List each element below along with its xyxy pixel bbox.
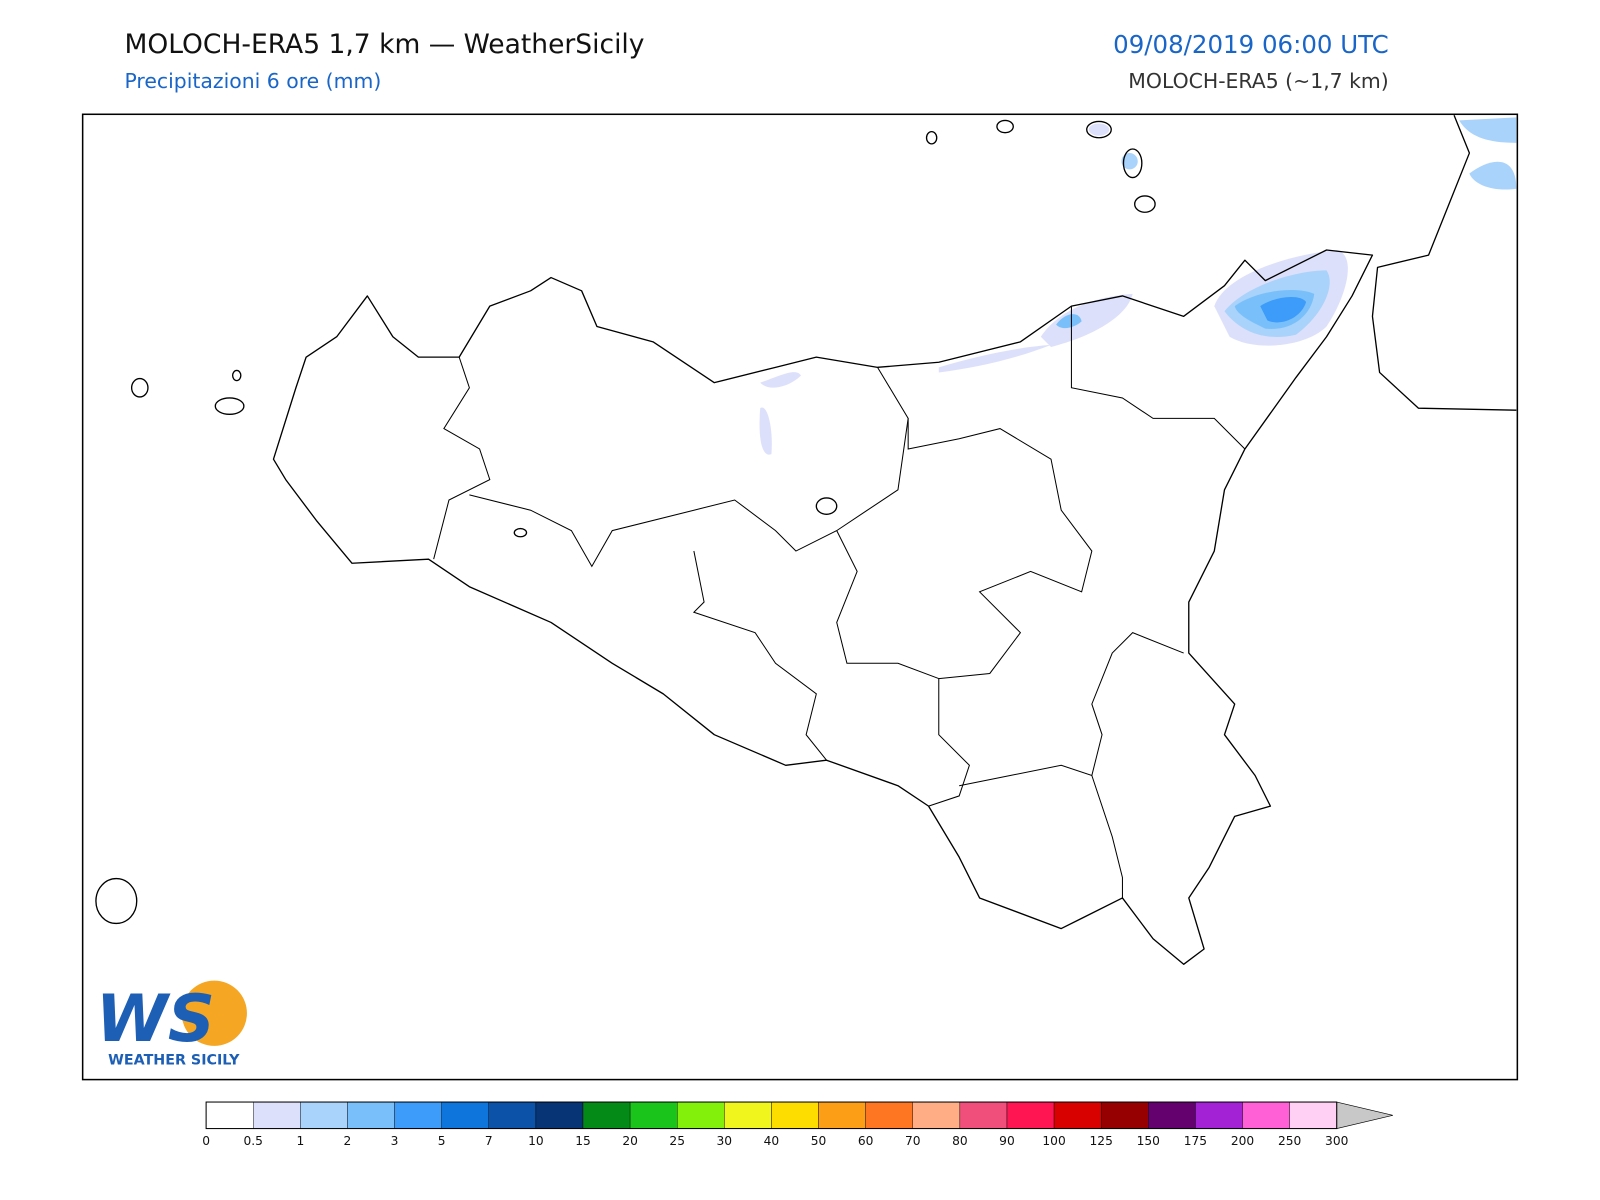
colorbar-tick-label: 300 (1325, 1134, 1348, 1148)
colorbar: 0 0.5 1 2 3 5 7 10 15 20 25 30 40 50 60 70 80 90 100 125 150… (202, 1101, 1393, 1148)
colorbar-tick-label: 20 (622, 1134, 638, 1148)
colorbar-segment (394, 1101, 442, 1129)
title: MOLOCH-ERA5 1,7 km — WeatherSicily (124, 29, 644, 60)
colorbar-segment (1242, 1101, 1290, 1129)
colorbar-tick-label: 30 (717, 1134, 733, 1148)
colorbar-tick-label: 40 (764, 1134, 780, 1148)
logo-text: WEATHER SICILY (108, 1052, 240, 1068)
colorbar-tick-label: 3 (391, 1134, 399, 1148)
colorbar-segment (1006, 1101, 1055, 1129)
colorbar-segment (1148, 1101, 1196, 1129)
colorbar-segment (677, 1101, 725, 1129)
colorbar-tick-label: 175 (1184, 1134, 1207, 1148)
islands (95, 119, 1156, 925)
colorbar-tick-label: 7 (485, 1134, 493, 1148)
colorbar-tick-label: 80 (952, 1134, 968, 1148)
colorbar-tick-label: 10 (528, 1134, 544, 1148)
logo-mark: WS (96, 981, 215, 1057)
colorbar-segment (1100, 1101, 1149, 1129)
colorbar-segment (535, 1101, 584, 1129)
coastline (272, 249, 1374, 965)
colorbar-tick-label: 1 (296, 1134, 304, 1148)
map (81, 113, 1519, 1081)
colorbar-tick-label: 2 (344, 1134, 352, 1148)
colorbar-tick-label: 100 (1042, 1134, 1065, 1148)
colorbar-tick-label: 125 (1090, 1134, 1113, 1148)
datetime: 09/08/2019 06:00 UTC (1113, 30, 1389, 59)
colorbar-tick-label: 200 (1231, 1134, 1254, 1148)
colorbar-segment (582, 1101, 631, 1129)
colorbar-tick-label: 150 (1137, 1134, 1160, 1148)
logo-sun (181, 980, 247, 1046)
calabria-coast (1371, 115, 1517, 411)
colorbar-segment (865, 1101, 913, 1129)
colorbar-tick-label: 90 (999, 1134, 1015, 1148)
colorbar-tick-label: 0.5 (243, 1134, 262, 1148)
province-borders (433, 306, 1246, 898)
colorbar-segment (1195, 1101, 1243, 1129)
colorbar-tick-label: 50 (811, 1134, 827, 1148)
colorbar-segment (488, 1101, 537, 1129)
colorbar-segment (724, 1101, 772, 1129)
colorbar-tick-label: 70 (905, 1134, 921, 1148)
subtitle: Precipitazioni 6 ore (mm) (124, 69, 381, 93)
colorbar-segment (912, 1101, 961, 1129)
colorbar-tick-label: 25 (669, 1134, 685, 1148)
colorbar-segment (959, 1101, 1008, 1129)
colorbar-extend (1336, 1101, 1393, 1129)
colorbar-tick-label: 15 (575, 1134, 591, 1148)
colorbar-segment (300, 1101, 348, 1129)
colorbar-tick-label: 250 (1278, 1134, 1301, 1148)
colorbar-segment (629, 1101, 678, 1129)
colorbar-segment (818, 1101, 866, 1129)
colorbar-segment (441, 1101, 489, 1129)
model: MOLOCH-ERA5 (~1,7 km) (1128, 69, 1388, 93)
colorbar-tick-label: 60 (858, 1134, 874, 1148)
colorbar-segment (771, 1101, 819, 1129)
precip (759, 117, 1517, 455)
colorbar-tick-label: 5 (438, 1134, 446, 1148)
colorbar-segment (1289, 1101, 1337, 1129)
colorbar-segment (347, 1101, 395, 1129)
colorbar-segment (253, 1101, 301, 1129)
logo: WS WEATHER SICILY (96, 980, 247, 1068)
colorbar-tick-label: 0 (202, 1134, 210, 1148)
colorbar-frame (205, 1101, 1338, 1130)
colorbar-segment (1053, 1101, 1102, 1129)
colorbar-segment (205, 1101, 254, 1129)
